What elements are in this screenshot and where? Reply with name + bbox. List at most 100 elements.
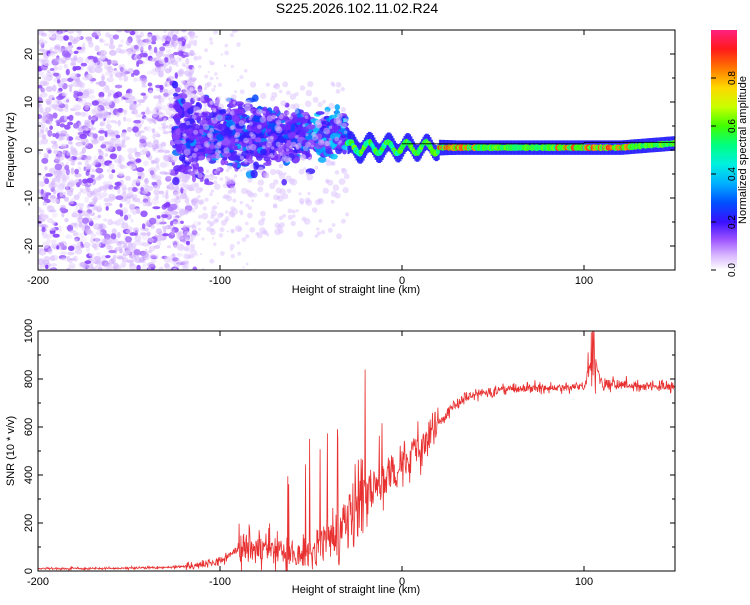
cluster-blob bbox=[172, 81, 178, 88]
colorbar-label: Normalized spectral amplitude bbox=[737, 76, 749, 224]
cluster-halo bbox=[335, 193, 341, 199]
noise-blob bbox=[152, 206, 160, 209]
noise-blob bbox=[211, 61, 215, 65]
noise-blob bbox=[156, 102, 163, 109]
noise-blob bbox=[50, 47, 54, 51]
noise-blob bbox=[156, 51, 164, 58]
spectrogram-x-tick-label: -200 bbox=[27, 275, 49, 287]
noise-blob bbox=[41, 33, 47, 37]
noise-blob bbox=[68, 179, 75, 186]
cluster-halo bbox=[216, 154, 221, 159]
noise-blob bbox=[214, 72, 218, 76]
cluster-halo bbox=[286, 148, 289, 151]
noise-blob bbox=[96, 231, 103, 236]
noise-blob bbox=[95, 45, 100, 51]
cluster-blob bbox=[237, 144, 241, 149]
noise-blob bbox=[36, 150, 42, 154]
snr-y-tick-label: 400 bbox=[23, 466, 35, 484]
cluster-blob bbox=[185, 129, 194, 135]
cluster-halo bbox=[344, 131, 347, 134]
noise-blob bbox=[63, 35, 69, 41]
noise-blob bbox=[142, 251, 149, 258]
snr-x-tick-label: 100 bbox=[575, 576, 593, 588]
cluster-halo bbox=[239, 120, 245, 126]
spectrogram-y-tick-label: -10 bbox=[23, 190, 35, 206]
noise-blob bbox=[49, 228, 56, 231]
cluster-halo bbox=[293, 103, 300, 110]
cluster-blob bbox=[210, 142, 214, 149]
noise-blob bbox=[246, 263, 249, 266]
noise-blob bbox=[115, 121, 118, 124]
cluster-halo bbox=[276, 196, 280, 200]
noise-blob bbox=[76, 246, 83, 250]
noise-blob bbox=[43, 55, 48, 61]
cluster-halo bbox=[241, 188, 247, 194]
cluster-halo bbox=[276, 188, 282, 194]
noise-blob bbox=[86, 187, 90, 192]
cluster-halo bbox=[243, 167, 246, 170]
cluster-halo bbox=[262, 145, 266, 149]
noise-blob bbox=[178, 58, 181, 61]
noise-blob bbox=[105, 32, 110, 37]
noise-blob bbox=[108, 198, 113, 202]
cluster-blob bbox=[294, 157, 300, 162]
noise-blob bbox=[105, 153, 109, 156]
noise-blob bbox=[165, 225, 171, 230]
noise-blob bbox=[123, 209, 126, 215]
noise-blob bbox=[185, 237, 191, 241]
cluster-halo bbox=[336, 82, 342, 88]
noise-blob bbox=[117, 146, 122, 151]
noise-blob bbox=[157, 215, 161, 219]
noise-blob bbox=[177, 70, 184, 77]
noise-blob bbox=[64, 165, 69, 171]
noise-blob bbox=[48, 53, 56, 57]
noise-blob bbox=[64, 218, 68, 222]
noise-blob bbox=[95, 61, 103, 67]
cluster-blob bbox=[196, 152, 205, 156]
cluster-halo bbox=[335, 170, 340, 175]
noise-blob bbox=[221, 53, 223, 55]
noise-blob bbox=[42, 232, 48, 239]
noise-blob bbox=[158, 149, 164, 152]
cluster-halo bbox=[336, 233, 342, 239]
noise-blob bbox=[198, 65, 201, 68]
cluster-halo bbox=[215, 150, 221, 156]
cluster-halo bbox=[217, 141, 222, 146]
cluster-blob bbox=[176, 144, 183, 152]
noise-blob bbox=[120, 217, 124, 221]
noise-blob bbox=[190, 246, 195, 251]
cluster-halo bbox=[279, 152, 282, 155]
noise-blob bbox=[62, 150, 65, 154]
noise-blob bbox=[87, 264, 93, 269]
cluster-halo bbox=[326, 158, 331, 163]
noise-blob bbox=[113, 255, 117, 260]
noise-blob bbox=[139, 259, 146, 262]
cluster-halo bbox=[278, 171, 283, 176]
cluster-blob bbox=[234, 101, 244, 106]
noise-blob bbox=[144, 117, 148, 120]
noise-blob bbox=[72, 211, 78, 216]
noise-blob bbox=[107, 77, 114, 82]
noise-blob bbox=[134, 45, 139, 50]
noise-blob bbox=[131, 104, 139, 109]
spectrogram-y-tick-label: 10 bbox=[23, 96, 35, 108]
noise-blob bbox=[83, 89, 89, 95]
cluster-halo bbox=[305, 115, 309, 119]
cluster-halo bbox=[341, 107, 346, 112]
noise-blob bbox=[178, 41, 182, 45]
snr-x-axis-label: Height of straight line (km) bbox=[292, 584, 420, 596]
noise-blob bbox=[114, 247, 122, 251]
noise-blob bbox=[169, 66, 172, 72]
noise-blob bbox=[140, 187, 143, 191]
noise-blob bbox=[113, 34, 119, 39]
noise-blob bbox=[142, 78, 147, 83]
noise-blob bbox=[149, 246, 156, 252]
noise-blob bbox=[120, 165, 128, 169]
cluster-halo bbox=[305, 198, 311, 204]
noise-blob bbox=[91, 162, 96, 166]
noise-blob bbox=[140, 150, 146, 155]
cluster-halo bbox=[244, 105, 251, 112]
cluster-halo bbox=[300, 85, 305, 90]
noise-blob bbox=[192, 67, 195, 70]
